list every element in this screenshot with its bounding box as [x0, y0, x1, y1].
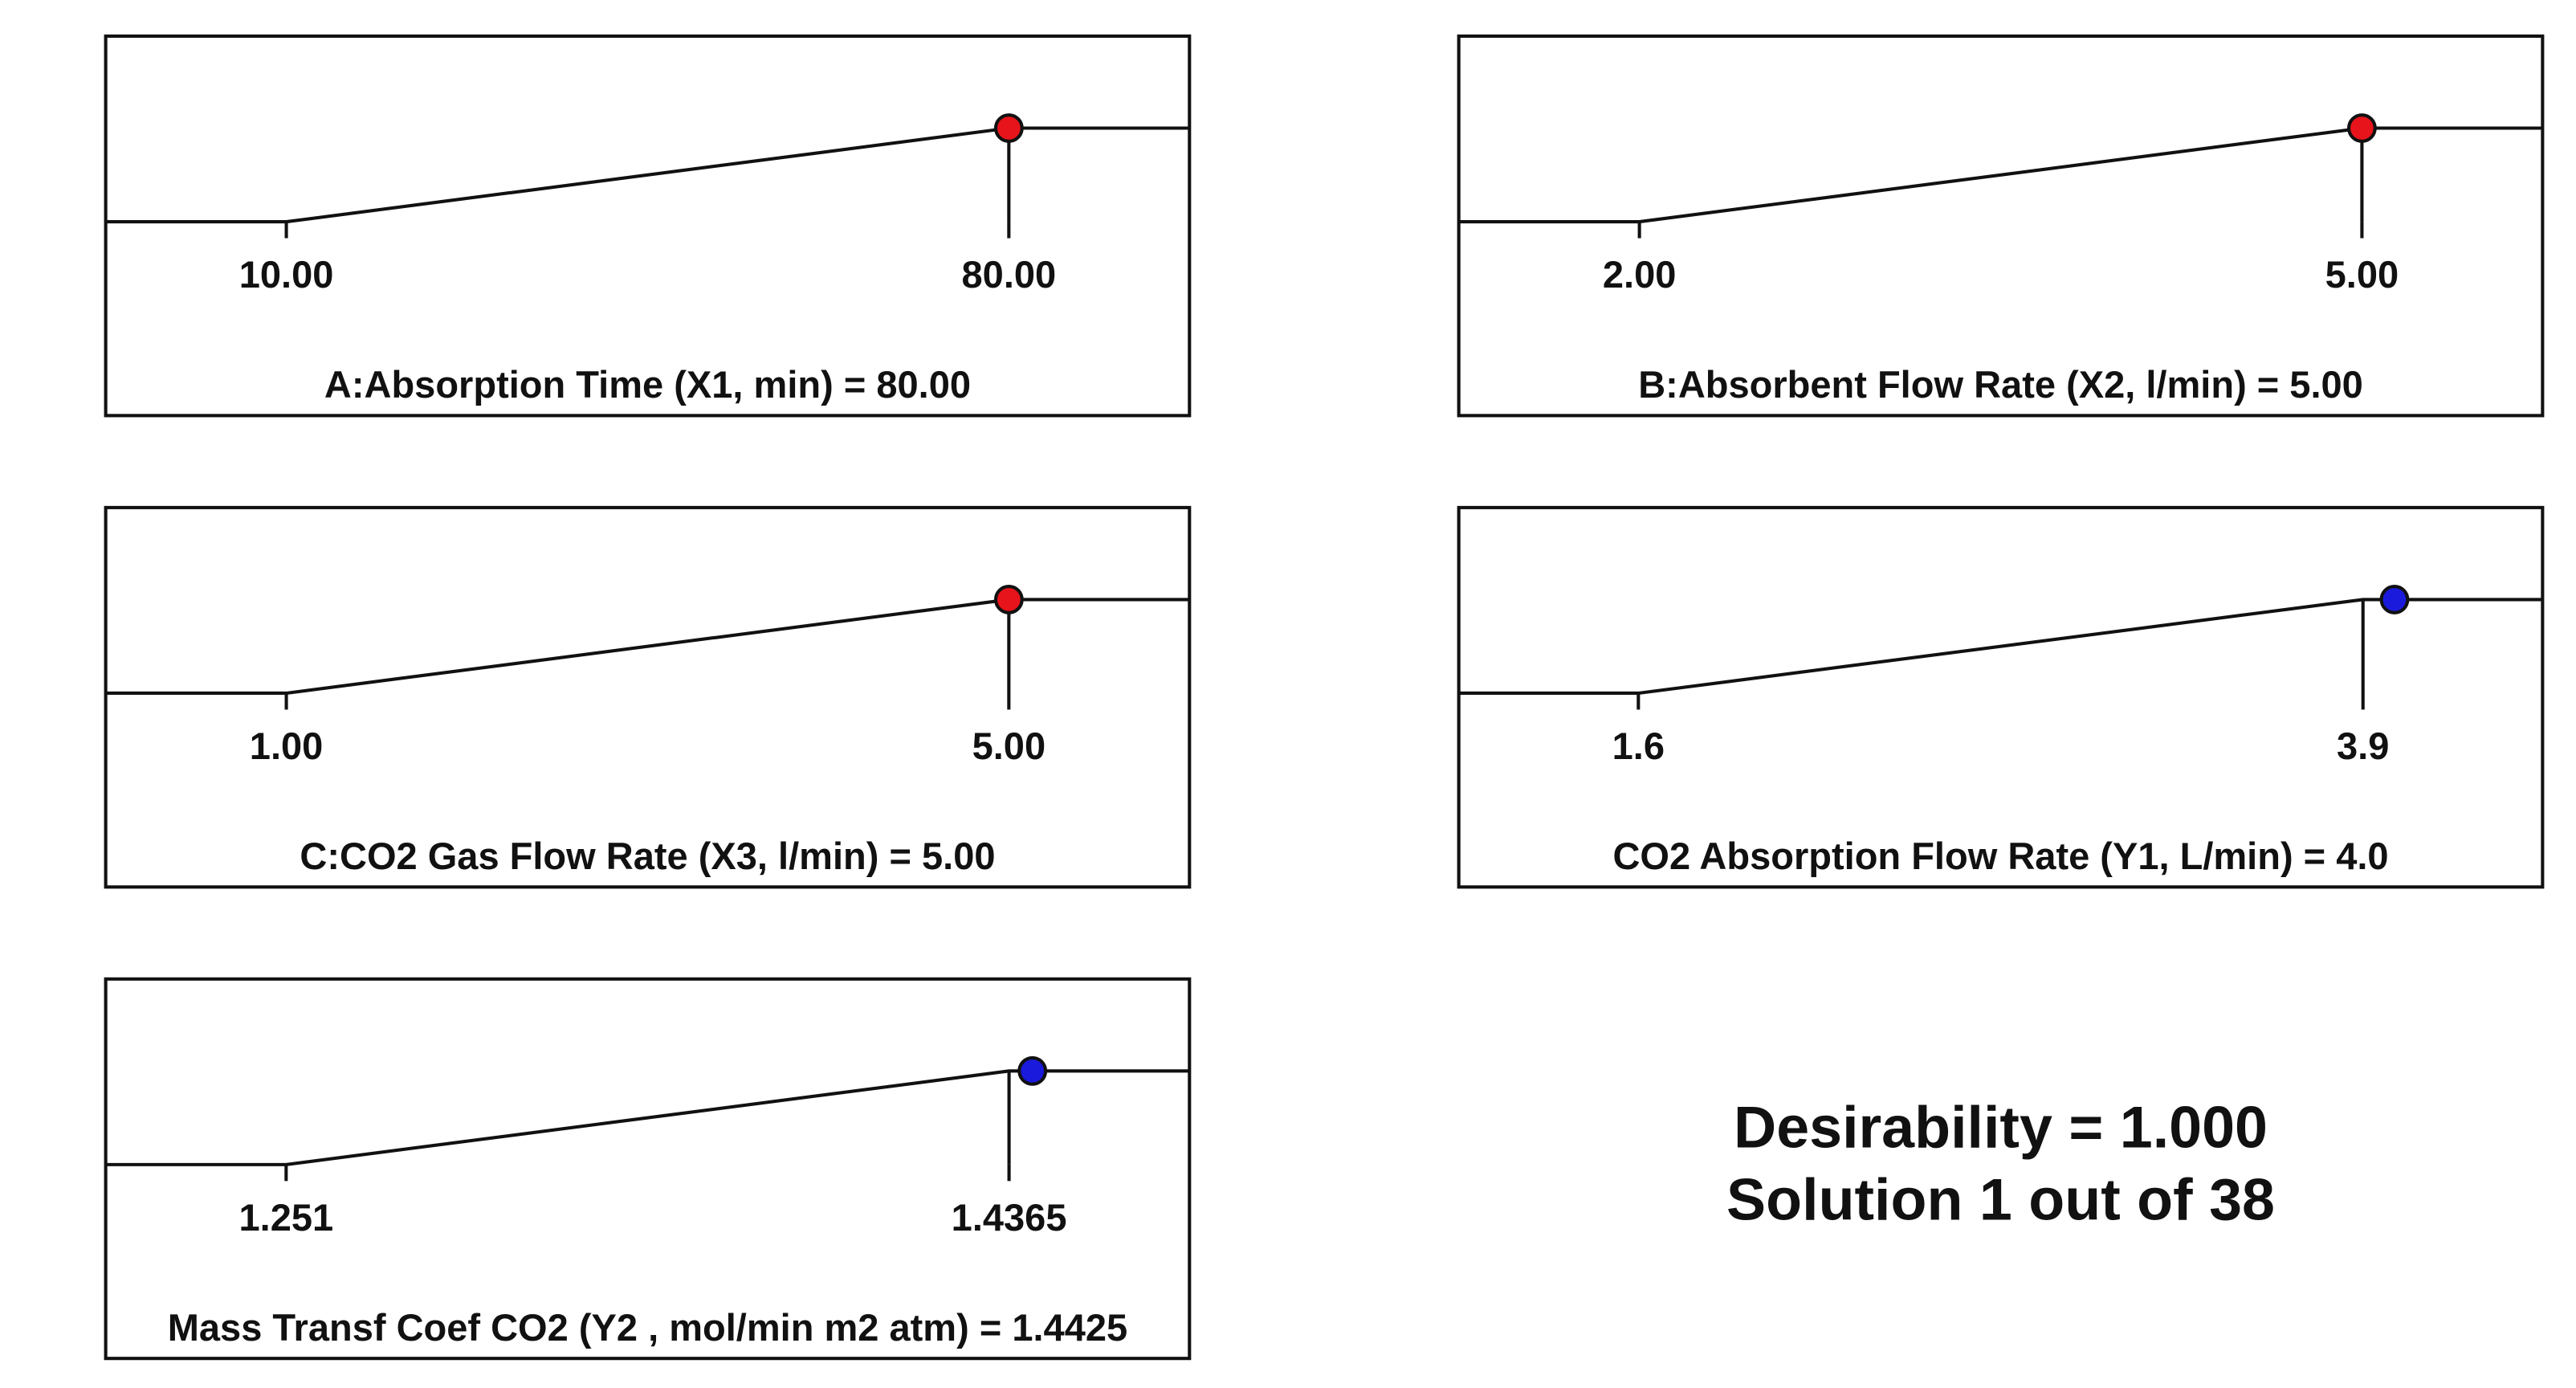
value-dot [993, 113, 1024, 143]
panel-title: B:Absorbent Flow Rate (X2, l/min) = 5.00 [1638, 363, 2363, 406]
desirability-ramp [1458, 126, 2543, 224]
desirability-ramp [105, 598, 1190, 696]
x-tick-label: 1.251 [238, 1196, 333, 1239]
desirability-ramp [105, 1069, 1190, 1166]
panel-frame [1457, 505, 2545, 889]
panel-title: C:CO2 Gas Flow Rate (X3, l/min) = 5.00 [300, 835, 995, 877]
panel-frame [104, 977, 1192, 1361]
panel-title: A:Absorption Time (X1, min) = 80.00 [324, 363, 971, 406]
x-tick-label: 5.00 [972, 725, 1046, 767]
panel-title: Mass Transf Coef CO2 (Y2 , mol/min m2 at… [168, 1306, 1127, 1349]
solution: Solution 1 out of 38 [1726, 1166, 2275, 1232]
x-tick-label: 2.00 [1603, 253, 1677, 296]
x-tick-label: 10.00 [239, 253, 334, 296]
x-tick-label: 1.6 [1612, 725, 1665, 767]
value-dot [2379, 585, 2410, 614]
panel-title: CO2 Absorption Flow Rate (Y1, L/min) = 4… [1612, 835, 2388, 877]
value-dot [993, 585, 1024, 614]
x-tick-label: 1.00 [250, 725, 324, 767]
x-tick-label: 1.4365 [952, 1196, 1067, 1239]
panel-frame [104, 34, 1192, 418]
panel-frame [104, 505, 1192, 889]
x-tick-label: 5.00 [2325, 253, 2399, 296]
desirability-ramp [1458, 598, 2543, 696]
x-tick-label: 80.00 [962, 253, 1057, 296]
panel-frame [1457, 34, 2545, 418]
desirability: Desirability = 1.000 [1734, 1093, 2268, 1160]
value-dot [1017, 1055, 1048, 1086]
x-tick-label: 3.9 [2337, 725, 2389, 767]
desirability-ramp [105, 126, 1190, 224]
value-dot [2347, 113, 2377, 143]
